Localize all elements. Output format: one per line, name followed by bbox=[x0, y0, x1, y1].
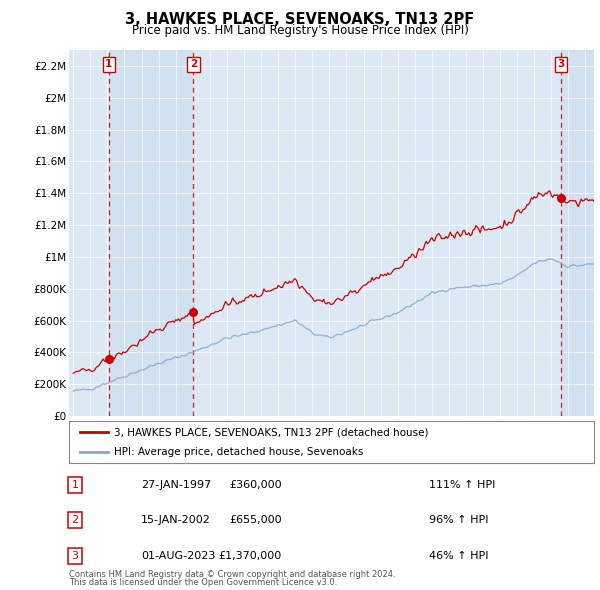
Text: 2: 2 bbox=[71, 516, 79, 525]
Text: 15-JAN-2002: 15-JAN-2002 bbox=[141, 516, 211, 525]
Text: 01-AUG-2023: 01-AUG-2023 bbox=[141, 551, 215, 560]
Text: Contains HM Land Registry data © Crown copyright and database right 2024.: Contains HM Land Registry data © Crown c… bbox=[69, 571, 395, 579]
Text: 1: 1 bbox=[71, 480, 79, 490]
Text: This data is licensed under the Open Government Licence v3.0.: This data is licensed under the Open Gov… bbox=[69, 578, 337, 587]
Text: 3, HAWKES PLACE, SEVENOAKS, TN13 2PF (detached house): 3, HAWKES PLACE, SEVENOAKS, TN13 2PF (de… bbox=[113, 427, 428, 437]
Bar bbox=[561, 50, 594, 416]
Text: £655,000: £655,000 bbox=[229, 516, 282, 525]
Text: £1,370,000: £1,370,000 bbox=[219, 551, 282, 560]
Text: 111% ↑ HPI: 111% ↑ HPI bbox=[429, 480, 496, 490]
Text: 3: 3 bbox=[71, 551, 79, 560]
Text: 96% ↑ HPI: 96% ↑ HPI bbox=[429, 516, 488, 525]
Text: 3, HAWKES PLACE, SEVENOAKS, TN13 2PF: 3, HAWKES PLACE, SEVENOAKS, TN13 2PF bbox=[125, 12, 475, 27]
Text: 46% ↑ HPI: 46% ↑ HPI bbox=[429, 551, 488, 560]
Text: 27-JAN-1997: 27-JAN-1997 bbox=[141, 480, 211, 490]
Text: 3: 3 bbox=[557, 59, 565, 69]
Text: 1: 1 bbox=[105, 59, 112, 69]
Bar bbox=[109, 50, 193, 416]
Text: HPI: Average price, detached house, Sevenoaks: HPI: Average price, detached house, Seve… bbox=[113, 447, 363, 457]
Text: 2: 2 bbox=[190, 59, 197, 69]
Text: £360,000: £360,000 bbox=[229, 480, 282, 490]
Text: Price paid vs. HM Land Registry's House Price Index (HPI): Price paid vs. HM Land Registry's House … bbox=[131, 24, 469, 37]
